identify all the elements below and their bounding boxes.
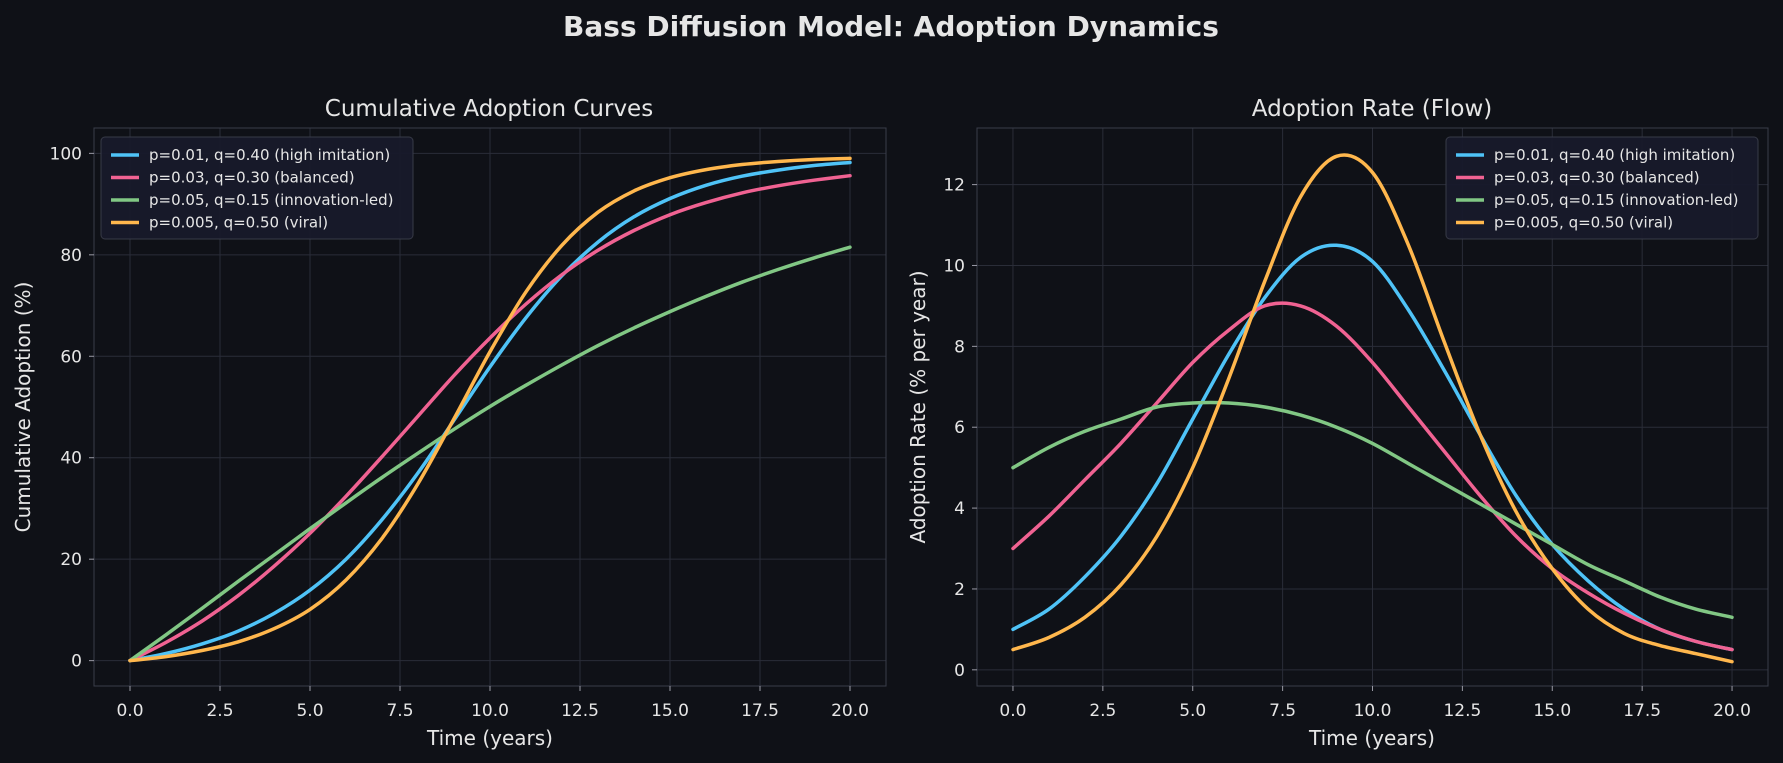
x-tick-label: 12.5 bbox=[1443, 701, 1481, 721]
x-tick-label: 20.0 bbox=[1713, 701, 1751, 721]
legend-entry: p=0.005, q=0.50 (viral) bbox=[149, 214, 328, 232]
y-tick-labels: 0 2 4 6 8 10 12 bbox=[943, 176, 977, 681]
x-tick-label: 17.5 bbox=[1623, 701, 1661, 721]
panel-title: Adoption Rate (Flow) bbox=[1252, 96, 1492, 122]
series-lines bbox=[1011, 153, 1734, 664]
x-tick-label: 7.5 bbox=[1269, 701, 1296, 721]
y-tick-label: 4 bbox=[954, 499, 965, 519]
series-line-2 bbox=[128, 173, 852, 663]
x-tick-label: 2.5 bbox=[206, 701, 233, 721]
legend-entry: p=0.01, q=0.40 (high imitation) bbox=[1494, 146, 1735, 164]
legend-box bbox=[100, 136, 414, 240]
cumulative-adoption-panel: Cumulative Adoption Curves 0.0 2.5 5.0 7.5 1… bbox=[11, 96, 887, 750]
series-lines bbox=[128, 156, 852, 663]
legend: p=0.01, q=0.40 (high imitation) p=0.03, q… bbox=[100, 136, 414, 240]
legend-box bbox=[1445, 136, 1759, 240]
y-tick-label: 0 bbox=[954, 661, 965, 681]
x-tick-label: 5.0 bbox=[296, 701, 323, 721]
legend-entry: p=0.03, q=0.30 (balanced) bbox=[149, 169, 355, 187]
legend: p=0.01, q=0.40 (high imitation) p=0.03, q… bbox=[1445, 136, 1759, 240]
y-tick-label: 0 bbox=[71, 652, 82, 672]
y-tick-label: 100 bbox=[50, 144, 82, 164]
x-tick-labels: 0.0 2.5 5.0 7.5 10.0 12.5 15.0 17.5 20.0 bbox=[116, 686, 869, 721]
series-line-1 bbox=[128, 160, 852, 663]
y-tick-label: 12 bbox=[943, 176, 965, 196]
y-axis-label: Cumulative Adoption (%) bbox=[11, 282, 35, 533]
legend-entry: p=0.01, q=0.40 (high imitation) bbox=[149, 146, 390, 164]
x-tick-label: 12.5 bbox=[561, 701, 599, 721]
y-tick-label: 10 bbox=[943, 256, 965, 276]
y-tick-label: 60 bbox=[60, 347, 82, 367]
series-line-4 bbox=[1011, 153, 1734, 664]
figure-title: Bass Diffusion Model: Adoption Dynamics bbox=[563, 10, 1219, 43]
series-line-1 bbox=[1011, 243, 1734, 652]
x-tick-label: 0.0 bbox=[999, 701, 1026, 721]
x-tick-label: 20.0 bbox=[831, 701, 869, 721]
x-tick-label: 2.5 bbox=[1089, 701, 1116, 721]
series-line-2 bbox=[1011, 301, 1734, 652]
legend-entry: p=0.05, q=0.15 (innovation-led) bbox=[1494, 191, 1738, 209]
x-tick-label: 15.0 bbox=[651, 701, 689, 721]
x-tick-label: 17.5 bbox=[741, 701, 779, 721]
legend-entry: p=0.05, q=0.15 (innovation-led) bbox=[149, 191, 393, 209]
x-axis-label: Time (years) bbox=[1308, 726, 1435, 750]
y-tick-labels: 0 20 40 60 80 100 bbox=[50, 144, 94, 672]
panel-title: Cumulative Adoption Curves bbox=[325, 96, 653, 122]
series-line-4 bbox=[128, 156, 852, 663]
series-line-3 bbox=[1011, 400, 1734, 620]
x-tick-label: 10.0 bbox=[471, 701, 509, 721]
x-tick-label: 15.0 bbox=[1533, 701, 1571, 721]
y-axis-label: Adoption Rate (% per year) bbox=[906, 270, 930, 543]
x-axis-label: Time (years) bbox=[426, 726, 553, 750]
y-tick-label: 8 bbox=[954, 337, 965, 357]
y-tick-label: 6 bbox=[954, 418, 965, 438]
x-tick-labels: 0.0 2.5 5.0 7.5 10.0 12.5 15.0 17.5 20.0 bbox=[999, 686, 1751, 721]
x-tick-label: 7.5 bbox=[386, 701, 413, 721]
x-tick-label: 10.0 bbox=[1354, 701, 1392, 721]
x-tick-label: 5.0 bbox=[1179, 701, 1206, 721]
series-line-3 bbox=[128, 245, 852, 663]
legend-entry: p=0.03, q=0.30 (balanced) bbox=[1494, 169, 1700, 187]
adoption-rate-panel: Adoption Rate (Flow) 0.0 2.5 5.0 7.5 10.0 12.… bbox=[906, 96, 1769, 750]
y-tick-label: 2 bbox=[954, 580, 965, 600]
y-tick-label: 40 bbox=[60, 449, 82, 469]
legend-entry: p=0.005, q=0.50 (viral) bbox=[1494, 214, 1673, 232]
y-tick-label: 20 bbox=[60, 550, 82, 570]
y-tick-label: 80 bbox=[60, 246, 82, 266]
x-tick-label: 0.0 bbox=[116, 701, 143, 721]
